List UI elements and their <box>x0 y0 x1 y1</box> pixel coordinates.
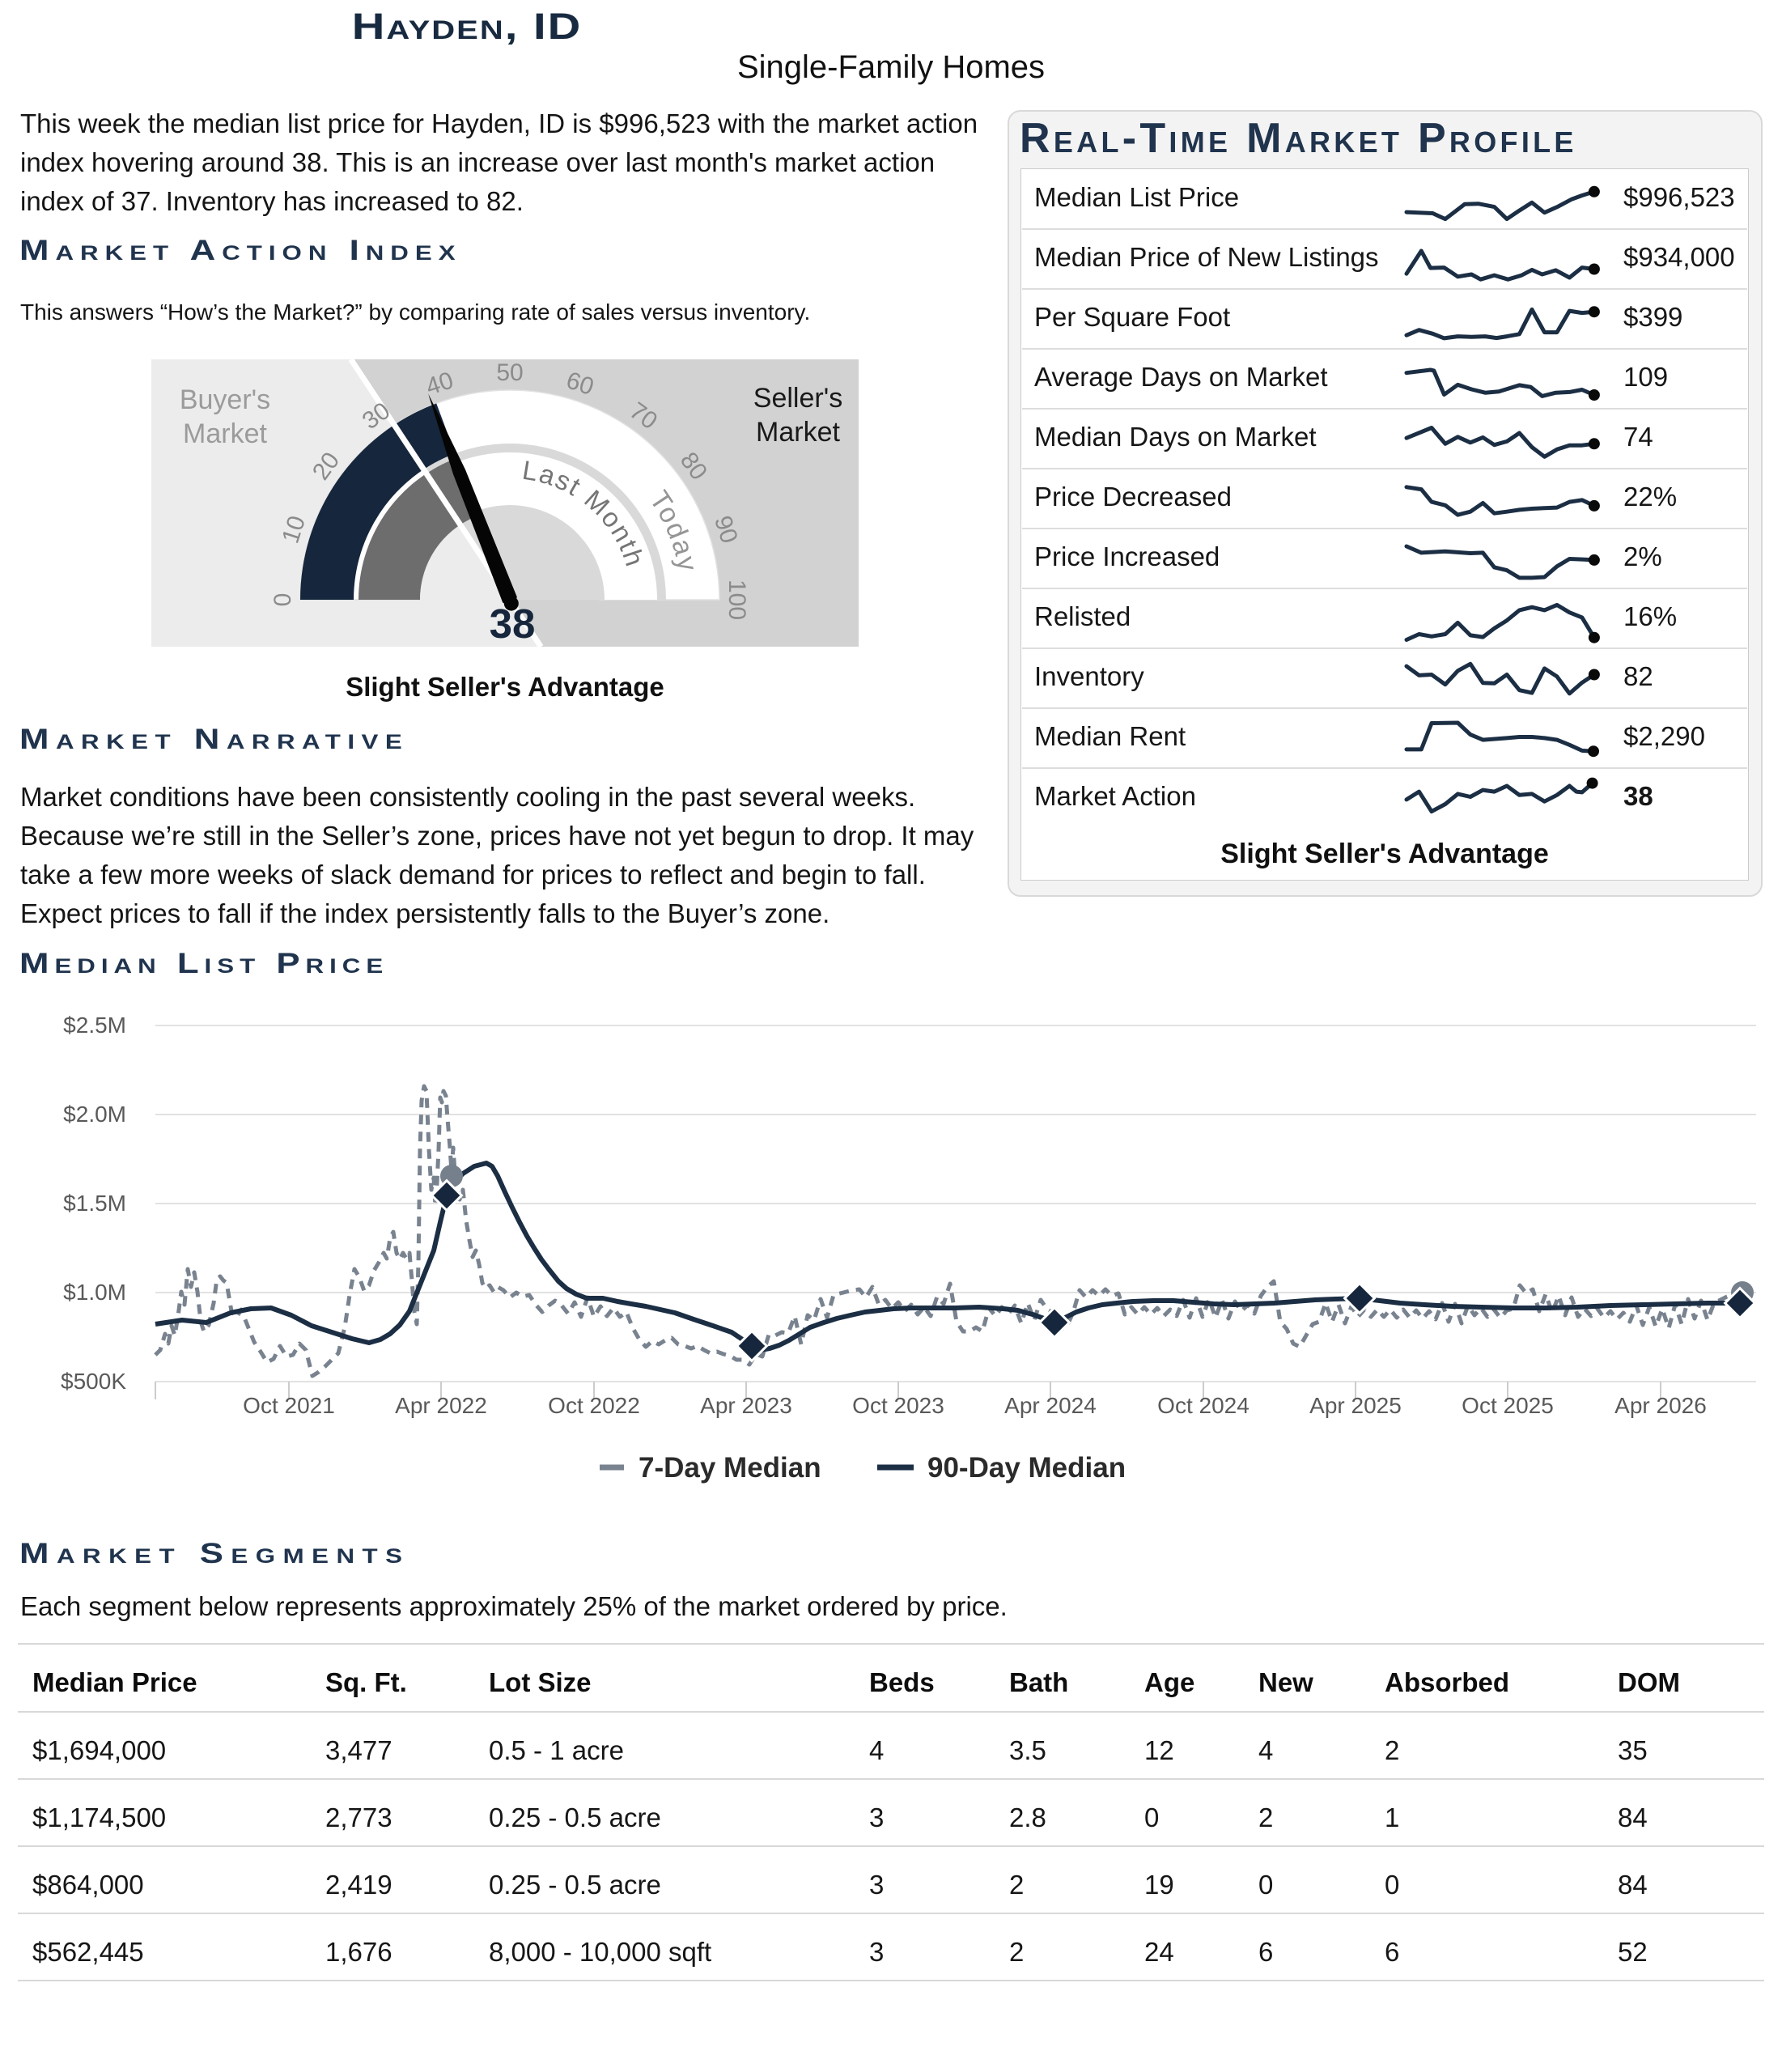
svg-text:Oct 2025: Oct 2025 <box>1462 1393 1554 1418</box>
svg-text:Oct 2023: Oct 2023 <box>852 1393 944 1418</box>
svg-text:$500K: $500K <box>61 1369 126 1394</box>
svg-text:7-Day Median: 7-Day Median <box>639 1452 821 1484</box>
svg-text:38: 38 <box>490 601 536 647</box>
svg-text:$2.0M: $2.0M <box>63 1102 126 1127</box>
svg-text:Apr 2024: Apr 2024 <box>1004 1393 1097 1418</box>
svg-text:Oct 2022: Oct 2022 <box>548 1393 640 1418</box>
svg-text:Market: Market <box>183 418 267 449</box>
svg-text:Apr 2023: Apr 2023 <box>700 1393 792 1418</box>
svg-text:0: 0 <box>269 593 296 607</box>
svg-text:Buyer's: Buyer's <box>180 384 270 415</box>
svg-text:Apr 2026: Apr 2026 <box>1614 1393 1707 1418</box>
svg-text:100: 100 <box>723 580 750 620</box>
svg-text:$1.5M: $1.5M <box>63 1191 126 1216</box>
svg-text:Market: Market <box>756 417 840 448</box>
svg-text:$1.0M: $1.0M <box>63 1280 126 1305</box>
svg-text:$2.5M: $2.5M <box>63 1013 126 1038</box>
svg-text:Apr 2025: Apr 2025 <box>1309 1393 1402 1418</box>
svg-text:90-Day Median: 90-Day Median <box>927 1452 1126 1484</box>
svg-text:50: 50 <box>496 359 523 386</box>
svg-text:Seller's: Seller's <box>753 383 842 414</box>
svg-text:Apr 2022: Apr 2022 <box>395 1393 487 1418</box>
svg-text:Oct 2021: Oct 2021 <box>243 1393 335 1418</box>
svg-text:Oct 2024: Oct 2024 <box>1157 1393 1250 1418</box>
